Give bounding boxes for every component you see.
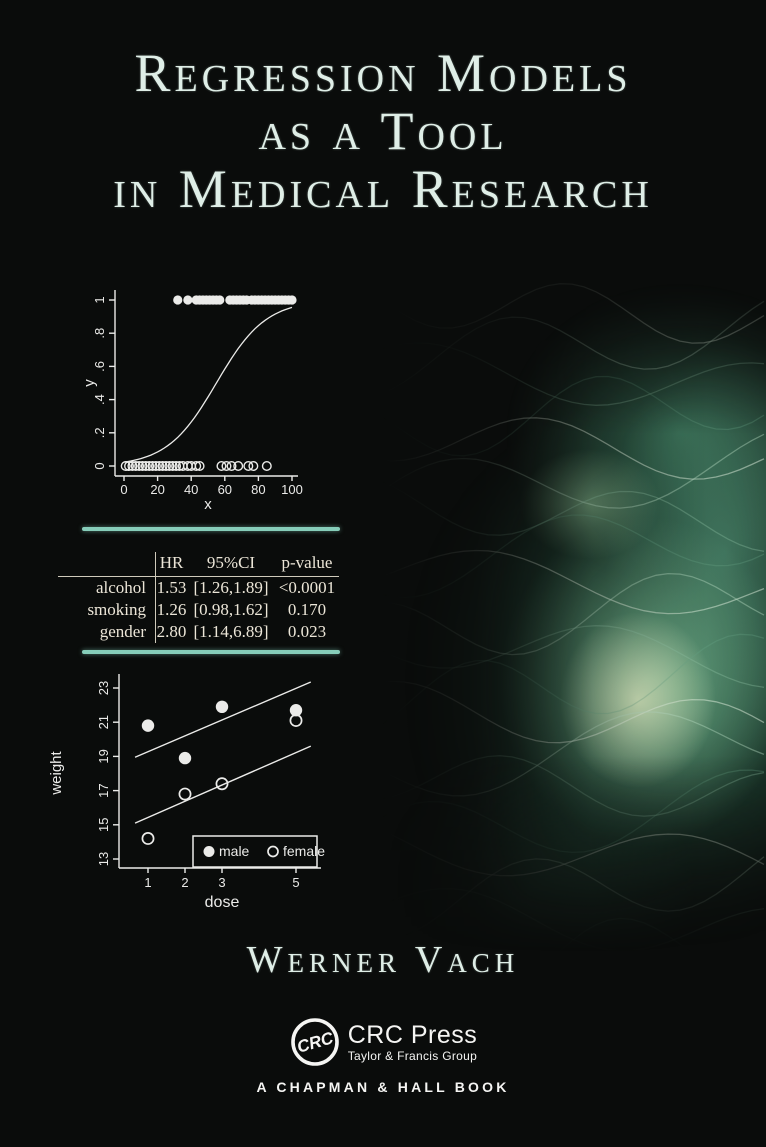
tick-label: 100 [281, 482, 303, 497]
table-cell: [1.26,1.89] [193, 578, 269, 597]
y-axis-label: weight [48, 750, 65, 795]
separator-line-top [82, 527, 340, 531]
art-root [380, 265, 766, 952]
table-header-cell: 95%CI [187, 552, 275, 577]
book-title: Regression Models as a Tool in Medical R… [0, 44, 766, 218]
tick-label: 1 [92, 296, 107, 303]
table-cell: [0.98,1.62] [193, 600, 269, 619]
title-line-1: Regression Models [134, 43, 632, 103]
wave-lines [380, 283, 765, 952]
horizontal-lines [380, 265, 766, 942]
tick-label: 20 [150, 482, 164, 497]
table-cell: 0.170 [287, 600, 327, 619]
tick-label: 19 [96, 749, 111, 763]
abstract-wave-art [380, 265, 766, 952]
table-cell: 0.023 [287, 622, 327, 641]
tick-label: 1 [144, 875, 151, 890]
table-cell: 1.53 [155, 577, 187, 599]
tick-label: .2 [92, 427, 107, 438]
tick-label: .6 [92, 361, 107, 372]
axes [113, 674, 321, 873]
fit-line [134, 745, 312, 824]
legend: male female [192, 835, 325, 868]
tick-label: 5 [292, 875, 299, 890]
table-row-label: gender [99, 622, 146, 641]
results-table: HR 95%CI p-value alcohol 1.53 [1.26,1.89] <0.0… [58, 552, 339, 643]
tick-label: 15 [96, 818, 111, 832]
tick-label: 60 [218, 482, 232, 497]
tick-label: 80 [251, 482, 265, 497]
data-points-y1 [173, 295, 297, 305]
x-axis-label: dose [205, 894, 240, 911]
table-row-label: smoking [87, 600, 146, 619]
publisher-block: CRC CRC Press Taylor & Francis Group A C… [0, 1016, 766, 1095]
legend-label: female [283, 843, 325, 859]
title-line-3: in Medical Research [113, 159, 653, 219]
x-axis-label: x [204, 496, 212, 513]
imprint-line: A CHAPMAN & HALL BOOK [256, 1079, 510, 1095]
table-cell: [1.14,6.89] [193, 622, 269, 641]
tick-label: 13 [96, 852, 111, 866]
tick-label: 2 [181, 875, 188, 890]
tick-label: 40 [184, 482, 198, 497]
legend-label: male [219, 843, 250, 859]
y-axis-label: y [81, 379, 98, 387]
fit-line [134, 681, 312, 758]
author-name: Werner Vach [246, 939, 520, 981]
axes [109, 290, 298, 481]
table-cell: 2.80 [155, 621, 187, 643]
male-points [141, 700, 303, 765]
separator-line-bottom [82, 650, 340, 654]
table-cell: <0.0001 [278, 578, 336, 597]
publisher-name: CRC Press [347, 1020, 478, 1049]
female-points [141, 714, 303, 845]
crc-logo: CRC [290, 1018, 339, 1066]
tick-label: 0 [120, 482, 127, 497]
crc-logo-text: CRC [295, 1028, 336, 1057]
logistic-curve [123, 306, 293, 463]
crc-press-row: CRC CRC Press Taylor & Francis Group [0, 1016, 766, 1068]
tick-label: 17 [96, 783, 111, 797]
tick-label: 0 [92, 462, 107, 469]
table-header-cell: p-value [275, 552, 339, 577]
table-cell: 1.26 [155, 599, 187, 621]
tick-label: 23 [96, 681, 111, 695]
crc-press-text: CRC Press Taylor & Francis Group [348, 1022, 478, 1063]
tick-label: 3 [218, 875, 225, 890]
tick-label: .8 [92, 328, 107, 339]
data-points-y0 [120, 460, 272, 471]
tick-label: 21 [96, 715, 111, 729]
tick-label: .4 [92, 394, 107, 405]
table-header-cell [58, 552, 155, 577]
table-header-cell: HR [155, 552, 187, 577]
title-line-2: as a Tool [258, 101, 508, 161]
table-row-label: alcohol [95, 578, 146, 597]
crc-logo-circle [290, 1018, 339, 1066]
publisher-group: Taylor & Francis Group [347, 1048, 478, 1063]
logistic-regression-plot: 0 .2 .4 .6 .8 1 0 20 40 60 80 100 x y [81, 290, 303, 513]
